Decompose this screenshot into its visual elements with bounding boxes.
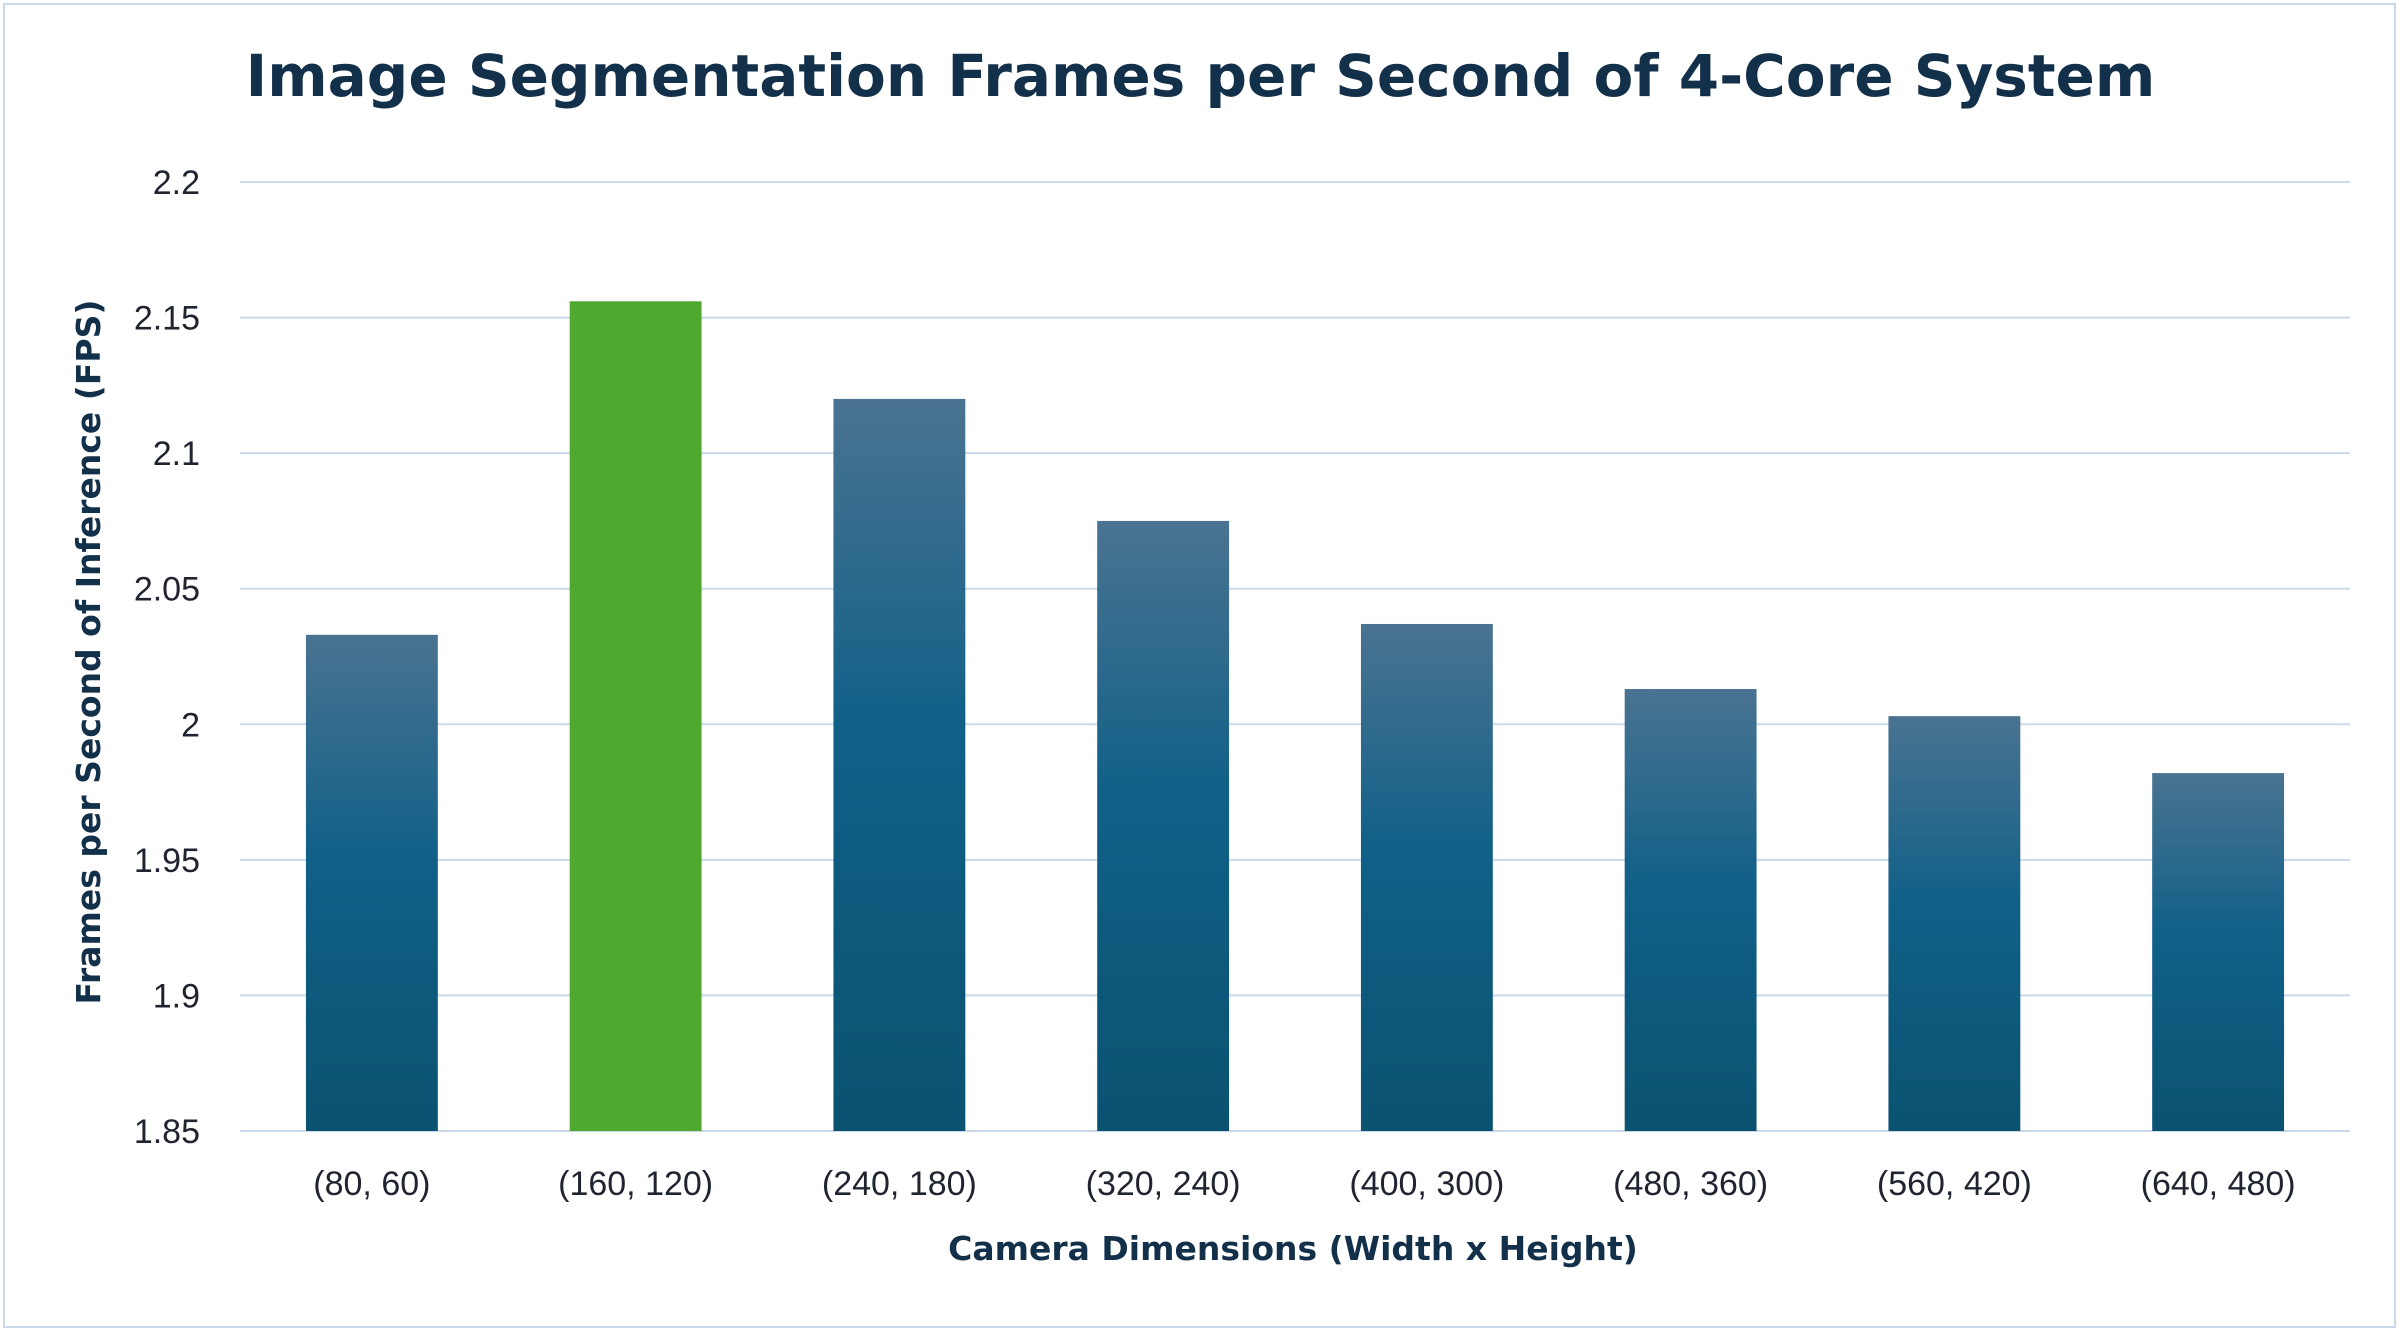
- y-tick-label: 1.9: [153, 977, 200, 1015]
- bars: [306, 301, 2284, 1131]
- x-tick-label: (80, 60): [313, 1165, 430, 1203]
- bar-2: [833, 399, 965, 1131]
- x-tick-label: (160, 120): [558, 1165, 713, 1203]
- bar-1: [570, 301, 702, 1131]
- gridlines: [240, 182, 2350, 1131]
- bar-0: [306, 635, 438, 1131]
- y-tick-label: 2.1: [153, 435, 200, 473]
- y-tick-label: 2: [181, 706, 200, 744]
- bar-4: [1361, 624, 1493, 1131]
- x-tick-label: (240, 180): [822, 1165, 977, 1203]
- y-tick-label: 1.85: [134, 1113, 200, 1151]
- y-tick-label: 1.95: [134, 842, 200, 880]
- y-tick-label: 2.2: [153, 164, 200, 202]
- y-tick-label: 2.15: [134, 300, 200, 338]
- x-tick-label: (640, 480): [2141, 1165, 2296, 1203]
- x-tick-label: (320, 240): [1086, 1165, 1241, 1203]
- x-tick-label: (560, 420): [1877, 1165, 2032, 1203]
- bar-5: [1625, 689, 1757, 1131]
- bar-6: [1888, 716, 2020, 1131]
- y-tick-labels: 1.85 1.9 1.95 2 2.05 2.1 2.15 2.2: [134, 164, 200, 1151]
- bar-7: [2152, 773, 2284, 1131]
- bar-3: [1097, 521, 1229, 1131]
- x-tick-labels: (80, 60) (160, 120) (240, 180) (320, 240) (4…: [313, 1165, 2295, 1203]
- y-tick-label: 2.05: [134, 571, 200, 609]
- x-tick-label: (480, 360): [1613, 1165, 1768, 1203]
- x-axis-title: Camera Dimensions (Width x Height): [948, 1229, 1638, 1268]
- x-tick-label: (400, 300): [1349, 1165, 1504, 1203]
- y-axis-title: Frames per Second of Inference (FPS): [69, 300, 108, 1005]
